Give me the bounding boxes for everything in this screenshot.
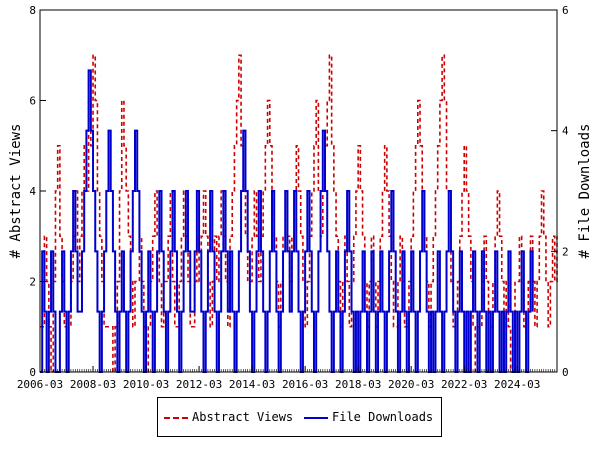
y-left-axis: 0 2 4 6 8: [29, 4, 46, 379]
x-tick-label: 2012-03: [176, 378, 222, 391]
y-left-tick-label: 4: [29, 185, 36, 198]
legend-item-abstract-views: Abstract Views: [164, 409, 293, 425]
y-left-tick-label: 2: [29, 276, 36, 289]
x-tick-label: 2018-03: [335, 378, 381, 391]
y-right-tick-label: 4: [562, 125, 569, 138]
y-right-tick-label: 6: [562, 4, 569, 17]
y-right-tick-label: 2: [562, 245, 569, 258]
legend: Abstract Views File Downloads: [157, 397, 442, 437]
y-right-tick-label: 0: [562, 366, 569, 379]
x-axis: 2006-03 2008-03 2010-03 2012-03 2014-03 2016-…: [17, 366, 540, 391]
x-tick-label: 2010-03: [123, 378, 169, 391]
x-tick-label: 2006-03: [17, 378, 63, 391]
x-tick-label: 2016-03: [282, 378, 328, 391]
y-left-tick-label: 8: [29, 4, 36, 17]
series-layer: [40, 54, 558, 373]
y-right-axis-label: # File Downloads: [577, 124, 593, 259]
x-tick-label: 2020-03: [388, 378, 434, 391]
series-line-file-downloads: [40, 69, 534, 373]
x-tick-label: 2024-03: [494, 378, 540, 391]
x-tick-label: 2014-03: [229, 378, 275, 391]
legend-label-abstract-views: Abstract Views: [192, 410, 294, 424]
x-tick-label: 2008-03: [70, 378, 116, 391]
series-line-abstract-views: [40, 54, 558, 373]
legend-swatch-dashed-red: [164, 416, 188, 419]
legend-item-file-downloads: File Downloads: [304, 409, 433, 425]
legend-swatch-solid-blue: [304, 416, 328, 419]
legend-label-file-downloads: File Downloads: [332, 410, 434, 424]
y-right-axis: 0 2 4 6: [551, 4, 569, 379]
y-left-axis-label: # Abstract Views: [8, 124, 24, 259]
y-left-tick-label: 6: [29, 95, 36, 108]
y-left-tick-label: 0: [29, 366, 36, 379]
x-minor-ticks: [39, 369, 558, 372]
x-tick-label: 2022-03: [441, 378, 487, 391]
